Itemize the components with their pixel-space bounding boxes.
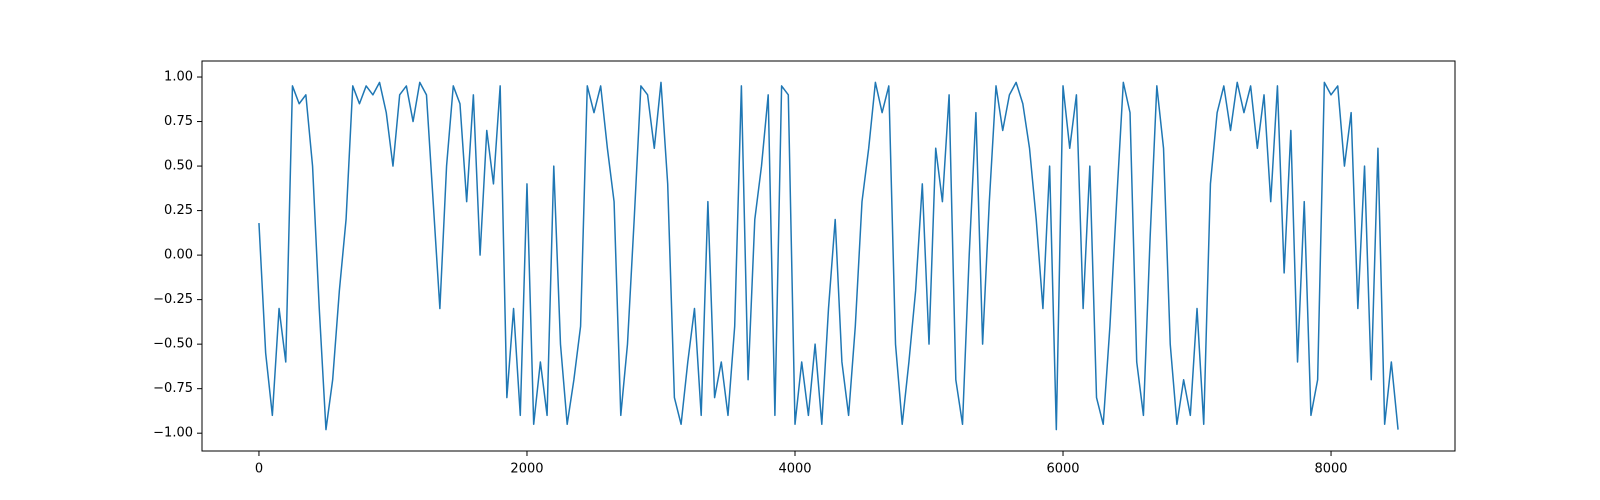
y-tick-label: 0.75 [164,114,193,129]
y-tick-label: −0.75 [153,381,193,396]
y-tick-label: 0.25 [164,203,193,218]
y-tick-label: 0.50 [164,159,193,174]
y-tick-label: −0.25 [153,292,193,307]
y-tick-label: −0.50 [153,337,193,352]
y-tick-label: −1.00 [153,426,193,441]
y-tick-label: 1.00 [164,70,193,85]
x-tick-label: 0 [255,462,263,477]
plot-frame [201,60,1456,452]
x-tick-label: 2000 [510,462,543,477]
x-tick-label: 6000 [1046,462,1079,477]
data-line [258,81,1399,431]
y-tick-label: 0.00 [164,248,193,263]
x-tick-label: 4000 [778,462,811,477]
x-tick-label: 8000 [1314,462,1347,477]
